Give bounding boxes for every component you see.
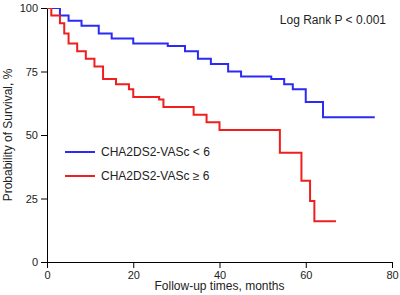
- plot: 0 20 40 60 80 0 25 50 75 100 Log Rank P < 0.001 CHA…: [20, 2, 399, 281]
- legend-item: CHA2DS2-VASc ≥ 6: [65, 169, 210, 183]
- x-tick-mark: [47, 262, 48, 268]
- y-tick-mark: [41, 72, 47, 73]
- y-tick-label: 100: [20, 2, 38, 14]
- y-tick-label: 25: [26, 193, 38, 205]
- x-axis: 0 20 40 60 80: [44, 262, 398, 281]
- series-group: [47, 8, 375, 221]
- y-tick: 25: [26, 193, 47, 205]
- x-tick-mark: [392, 262, 393, 268]
- y-axis-line: [47, 9, 48, 263]
- legend-swatch: [65, 151, 95, 153]
- y-tick-mark: [41, 262, 47, 263]
- survival-line: [47, 8, 336, 221]
- y-tick-mark: [41, 8, 47, 9]
- y-tick: 75: [26, 66, 47, 78]
- x-tick: 0: [44, 262, 50, 281]
- legend: CHA2DS2-VASc < 6 CHA2DS2-VASc ≥ 6: [65, 145, 210, 183]
- y-tick-label: 50: [26, 129, 38, 141]
- legend-item: CHA2DS2-VASc < 6: [65, 145, 210, 159]
- y-axis-title: Probability of Survival, %: [1, 68, 15, 201]
- x-tick: 60: [300, 262, 312, 281]
- annotation: Log Rank P < 0.001: [280, 13, 387, 27]
- x-tick-label: 20: [128, 269, 140, 281]
- legend-label: CHA2DS2-VASc ≥ 6: [101, 169, 210, 183]
- y-axis: 0 25 50 75 100: [20, 2, 48, 268]
- y-tick: 100: [20, 2, 47, 14]
- x-tick-mark: [133, 262, 134, 268]
- legend-label: CHA2DS2-VASc < 6: [101, 145, 210, 159]
- y-tick: 50: [26, 129, 47, 141]
- x-tick-mark: [220, 262, 221, 268]
- y-tick-mark: [41, 135, 47, 136]
- x-tick-label: 60: [300, 269, 312, 281]
- y-tick-label: 75: [26, 66, 38, 78]
- x-tick: 40: [214, 262, 226, 281]
- x-tick-mark: [306, 262, 307, 268]
- x-tick-label: 0: [44, 269, 50, 281]
- x-tick-label: 80: [386, 269, 398, 281]
- chart: 0 20 40 60 80 0 25 50 75 100 Log Rank P < 0.001 CHA…: [0, 0, 400, 295]
- legend-swatch: [65, 175, 95, 177]
- x-axis-title: Follow-up times, months: [154, 279, 284, 293]
- y-tick-mark: [41, 199, 47, 200]
- y-tick: 0: [32, 256, 47, 268]
- x-tick: 20: [128, 262, 140, 281]
- x-tick: 80: [386, 262, 398, 281]
- y-tick-label: 0: [32, 256, 38, 268]
